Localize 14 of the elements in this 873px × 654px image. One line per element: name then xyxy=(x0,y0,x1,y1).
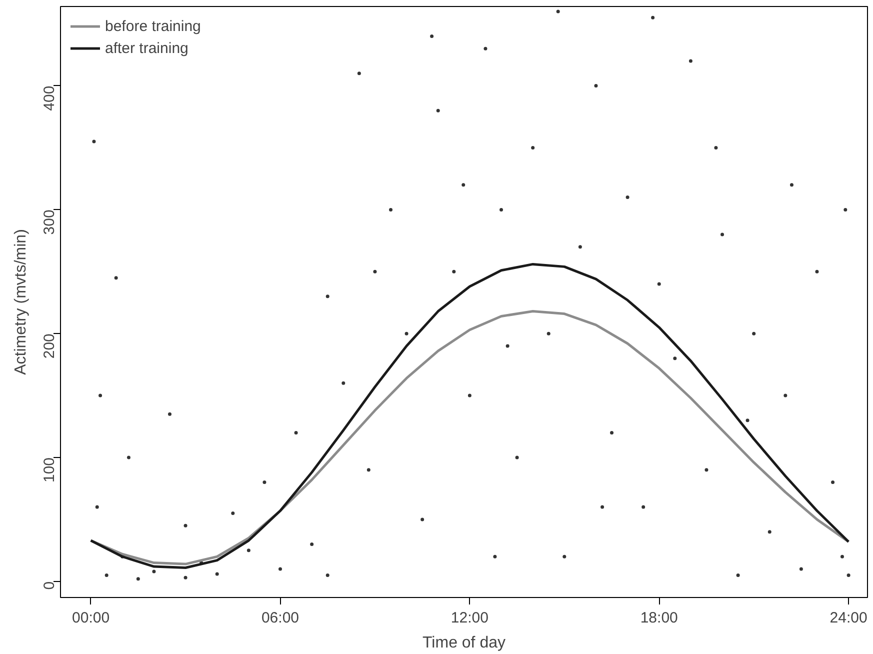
x-tick-label: 24:00 xyxy=(830,610,868,626)
y-tick-label: 300 xyxy=(41,210,58,235)
y-tick-label: 200 xyxy=(41,334,58,359)
legend-label: after training xyxy=(105,40,188,56)
y-tick-label: 400 xyxy=(41,86,58,111)
x-tick-label: 06:00 xyxy=(261,610,300,626)
y-tick-label: 0 xyxy=(41,581,58,590)
x-tick-label: 12:00 xyxy=(450,610,488,626)
y-axis-title: Actimetry (mvts/min) xyxy=(12,229,30,375)
x-tick-label: 00:00 xyxy=(72,610,110,626)
x-tick-label: 18:00 xyxy=(640,610,678,626)
x-axis-title: Time of day xyxy=(422,634,506,652)
y-tick-label: 100 xyxy=(41,457,58,483)
legend-label: before training xyxy=(105,18,201,34)
